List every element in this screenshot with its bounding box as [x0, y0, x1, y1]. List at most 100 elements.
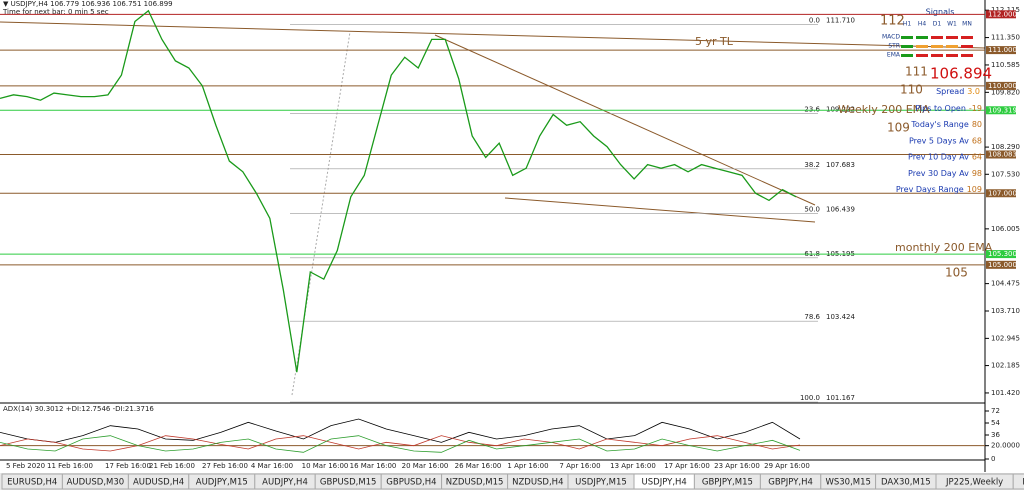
date-label: 7 Apr 16:00: [559, 462, 600, 470]
down-trendline: [434, 34, 816, 206]
info-row: Prev 30 Day Av 98: [908, 168, 982, 177]
price-tick-label: 106.005: [991, 225, 1020, 233]
bar-timer: Time for next bar: 0 min 5 sec: [2, 8, 109, 16]
signal-bar: [946, 36, 958, 39]
signal-column: W1: [947, 21, 957, 28]
level-tag-label: 109.319: [988, 106, 1017, 114]
info-label: Prev Days Range: [896, 185, 964, 194]
signal-bar: [916, 36, 928, 39]
adx-line: [0, 435, 801, 453]
five-year-trendline: [0, 21, 986, 49]
signal-bar: [931, 36, 943, 39]
date-label: 4 Mar 16:00: [251, 462, 293, 470]
signal-column: D1: [933, 21, 942, 28]
info-row: Prev Days Range 109: [896, 185, 982, 194]
level-tag: [986, 260, 1016, 269]
level-tag-label: 112.000: [988, 10, 1017, 18]
date-label: 17 Feb 16:00: [105, 462, 151, 470]
tab-label[interactable]: GBPUSD,M15: [320, 478, 377, 488]
info-value: -19: [969, 104, 982, 113]
info-label: Prev 5 Days Av: [909, 136, 969, 145]
tab-label[interactable]: DAX30,M15: [881, 478, 931, 488]
signal-bar: [916, 45, 928, 48]
signal-column: MN: [962, 21, 972, 28]
fib-level: 38.2: [804, 161, 820, 169]
price-tick-label: 103.710: [991, 307, 1020, 315]
tab-label[interactable]: AUDUSD,H4: [133, 478, 184, 488]
signal-bar: [901, 36, 913, 39]
current-price: 106.894: [930, 65, 992, 83]
adx-tick-label: 20.0000: [991, 442, 1020, 450]
level-tag-label: 108.083: [988, 150, 1017, 158]
date-label: 29 Apr 16:00: [764, 462, 810, 470]
info-row: Prev 5 Days Av 68: [909, 136, 982, 145]
date-label: 13 Apr 16:00: [610, 462, 656, 470]
info-value: 98: [972, 168, 982, 177]
date-label: 17 Apr 16:00: [664, 462, 710, 470]
signal-bar: [961, 54, 973, 57]
tab-label[interactable]: AUDJPY,M15: [196, 478, 248, 488]
info-value: 109: [967, 185, 982, 194]
fib-price: 101.167: [826, 394, 855, 402]
annotation: 112: [880, 14, 905, 29]
tab-label[interactable]: GBPJPY,M15: [702, 478, 753, 488]
info-row: Prev 10 Day Av 64: [908, 152, 982, 161]
fib-price: 107.683: [826, 161, 855, 169]
signal-bar: [946, 45, 958, 48]
channel-line: [504, 197, 816, 223]
tab-label[interactable]: AUDJPY,H4: [262, 478, 308, 488]
level-tag: [986, 106, 1016, 115]
adx-line: [0, 435, 801, 452]
annotation: 110: [900, 83, 923, 97]
date-label: 20 Mar 16:00: [402, 462, 449, 470]
annotation: 111: [905, 65, 928, 79]
signal-bar: [901, 45, 913, 48]
tab-label[interactable]: EURUSD,H4: [7, 478, 57, 488]
tab-label[interactable]: JP225,Weekly: [945, 478, 1003, 488]
info-value: 64: [972, 152, 982, 161]
signal-bar: [901, 54, 913, 57]
spread-label: Spread: [936, 87, 964, 96]
adx-line: [0, 418, 801, 443]
tab-label[interactable]: GBPUSD,H4: [386, 478, 436, 488]
info-value: 68: [972, 136, 982, 145]
signal-column: H4: [918, 21, 927, 28]
fib-price: 103.424: [826, 313, 855, 321]
info-label: Today's Range: [910, 120, 968, 129]
info-label: Pips to Open: [915, 104, 966, 113]
level-tag: [986, 10, 1016, 19]
price-tick-label: 110.585: [991, 61, 1020, 69]
tab-label[interactable]: GBPJPY,H4: [768, 478, 813, 488]
tab-label[interactable]: NZDUSD,H4: [512, 478, 563, 488]
price-line: [0, 9, 797, 373]
date-label: 10 Mar 16:00: [302, 462, 349, 470]
level-tag-label: 110.000: [988, 82, 1017, 90]
level-tag: [986, 189, 1016, 198]
level-tag: [986, 150, 1016, 159]
price-tick-label: 109.820: [991, 88, 1020, 96]
signal-bar: [946, 54, 958, 57]
price-tick-label: 111.350: [991, 34, 1020, 42]
tab-label[interactable]: NZDUSD,M15: [446, 478, 504, 488]
level-tag-label: 105.300: [988, 250, 1017, 258]
date-label: 16 Mar 16:00: [350, 462, 397, 470]
info-value: 80: [972, 120, 982, 129]
fib-level: 23.6: [804, 106, 820, 114]
tab-label[interactable]: AUDUSD,M30: [67, 478, 125, 488]
info-label: Prev 30 Day Av: [908, 168, 969, 177]
tab-label[interactable]: USDJPY,M15: [575, 478, 627, 488]
signal-bar: [931, 54, 943, 57]
spread: Spread 3.0: [936, 87, 980, 96]
level-tag-label: 111.000: [988, 46, 1017, 54]
level-tag: [986, 46, 1016, 55]
symbol-line: ▼ USDJPY,H4 106.779 106.936 106.751 106.…: [3, 0, 173, 8]
tab-label[interactable]: WS30,M15: [825, 478, 870, 488]
price-tick-label: 102.185: [991, 362, 1020, 370]
tab-label[interactable]: USDJPY,H4: [642, 478, 687, 488]
tab[interactable]: [1012, 473, 1024, 490]
fib-price: 106.439: [826, 205, 855, 213]
tab-label[interactable]: BTCUSD,Daily: [1022, 478, 1024, 488]
level-tag: [986, 250, 1016, 259]
price-tick-label: 101.420: [991, 389, 1020, 397]
